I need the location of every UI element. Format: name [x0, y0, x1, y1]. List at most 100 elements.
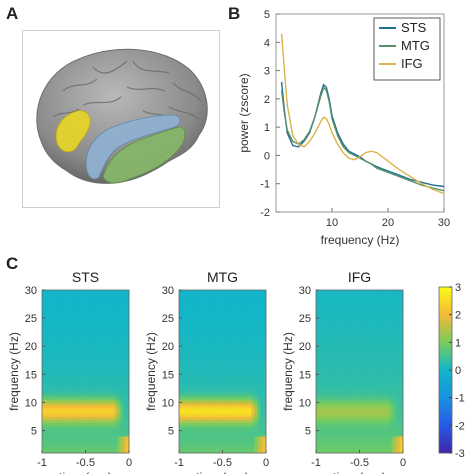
heatmap-cell	[336, 385, 340, 389]
panel-label-c: C	[6, 254, 19, 273]
heatmap-cell	[196, 365, 200, 369]
heatmap-cell	[88, 385, 92, 389]
heatmap-cell	[59, 402, 63, 406]
heatmap-cell	[382, 360, 386, 364]
heatmap-cell	[53, 309, 57, 313]
heatmap-cell	[248, 318, 252, 322]
heatmap-cell	[234, 430, 238, 434]
heatmap-cell	[196, 360, 200, 364]
heatmap-cell	[222, 326, 226, 330]
heatmap-cell	[123, 320, 127, 325]
heatmap-cell	[382, 334, 386, 339]
heatmap-cell	[324, 433, 328, 437]
heatmap-cell	[71, 402, 75, 406]
heatmap-cell	[73, 433, 78, 437]
heatmap-cell	[79, 304, 83, 308]
heatmap-cell	[336, 393, 340, 398]
heatmap-cell	[376, 424, 381, 429]
heatmap-cell	[388, 438, 392, 443]
heatmap-cell	[210, 326, 215, 330]
heatmap-cell	[44, 309, 49, 313]
heatmap-cell	[254, 334, 258, 339]
heatmap-cell	[234, 298, 238, 302]
heatmap-cell	[79, 419, 83, 423]
heatmap-cell	[368, 388, 372, 392]
heatmap-cell	[65, 351, 69, 355]
heatmap-cell	[225, 312, 229, 316]
heatmap-cell	[324, 318, 328, 322]
heatmap-cell	[210, 334, 215, 339]
heatmap-cell	[347, 318, 352, 322]
heatmap-cell	[126, 304, 130, 308]
heatmap-cell	[123, 323, 127, 327]
heatmap-cell	[56, 382, 60, 386]
heatmap-cell	[257, 447, 261, 451]
heatmap-cell	[237, 371, 241, 375]
heatmap-cell	[330, 433, 334, 437]
heatmap-cell	[394, 444, 398, 448]
heatmap-cell	[47, 292, 51, 296]
heatmap-cell	[181, 323, 186, 327]
heatmap-cell	[245, 371, 249, 375]
heatmap-cell	[88, 396, 92, 400]
heatmap-cell	[356, 371, 360, 375]
heatmap-cell	[321, 329, 325, 333]
heatmap-cell	[47, 340, 51, 344]
heatmap-cell	[379, 405, 383, 409]
heatmap-cell	[260, 301, 264, 305]
heatmap-cell	[345, 323, 349, 327]
heatmap-cell	[260, 382, 264, 386]
heatmap-cell	[382, 399, 386, 403]
heatmap-cell	[394, 349, 398, 353]
heatmap-cell	[342, 334, 346, 339]
heatmap-cell	[336, 391, 340, 395]
heatmap-cell	[100, 430, 104, 434]
heatmap-cell	[97, 393, 101, 398]
heatmap-cell	[126, 438, 130, 443]
heatmap-cell	[85, 337, 89, 341]
heatmap-cell	[330, 424, 334, 429]
heatmap-cell	[73, 360, 78, 364]
heatmap-cell	[316, 396, 320, 400]
heatmap-cell	[187, 416, 191, 420]
heatmap-cell	[62, 410, 66, 414]
heatmap-cell	[71, 332, 75, 336]
heatmap-cell	[44, 385, 49, 389]
heatmap-cell	[234, 374, 238, 378]
heatmap-cell	[333, 424, 337, 429]
heatmap-cell	[222, 388, 226, 392]
heatmap-cell	[62, 368, 66, 372]
heatmap-cell	[114, 396, 118, 400]
heatmap-cell	[239, 334, 244, 339]
heatmap-cell	[111, 304, 115, 308]
heatmap-cell	[371, 351, 375, 355]
heatmap-cell	[353, 405, 357, 409]
heatmap-cell	[208, 441, 212, 445]
heatmap-cell	[251, 408, 255, 412]
heatmap-cell	[179, 371, 183, 375]
heatmap-cell	[359, 396, 363, 400]
heatmap-cell	[350, 433, 354, 437]
heatmap-cell	[365, 323, 369, 327]
heatmap-cell	[374, 433, 378, 437]
heatmap-cell	[225, 416, 229, 420]
heatmap-cell	[376, 388, 381, 392]
heatmap-cell	[234, 391, 238, 395]
heatmap-cell	[100, 334, 104, 339]
heatmap-cell	[251, 391, 255, 395]
heatmap-cell	[254, 295, 258, 299]
heatmap-cell	[187, 334, 191, 339]
heatmap-cell	[179, 346, 183, 350]
heatmap-cell	[82, 438, 86, 443]
heatmap-cell	[126, 349, 130, 353]
heatmap-cell	[208, 346, 212, 350]
heatmap-cell	[91, 309, 95, 313]
heatmap-cell	[365, 430, 369, 434]
heatmap-cell	[85, 315, 89, 319]
heatmap-cell	[260, 329, 264, 333]
heatmap-cell	[347, 438, 352, 443]
heatmap-cell	[100, 363, 104, 367]
heatmap-cell	[353, 374, 357, 378]
heatmap-cell	[50, 346, 54, 350]
heatmap-cell	[47, 433, 51, 437]
